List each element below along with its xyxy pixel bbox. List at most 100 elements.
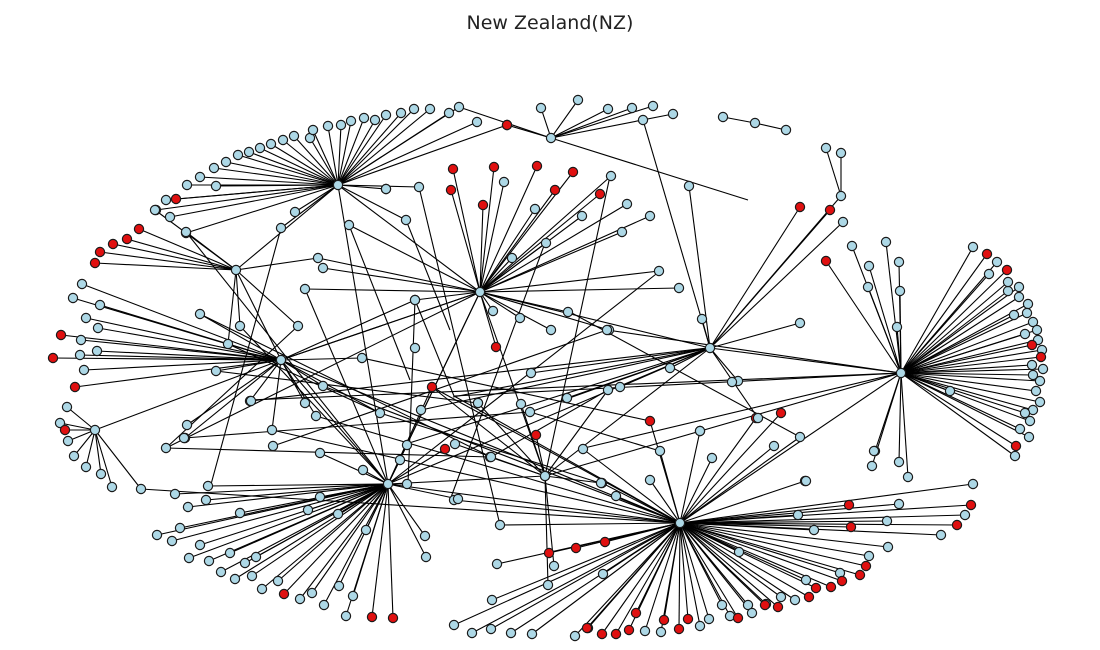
graph-node bbox=[471, 116, 483, 128]
graph-node bbox=[535, 102, 547, 114]
graph-node bbox=[1030, 385, 1042, 397]
graph-edge bbox=[387, 347, 711, 485]
graph-edge bbox=[85, 429, 96, 468]
graph-edge bbox=[452, 347, 709, 398]
graph-node bbox=[232, 149, 244, 161]
graph-edge bbox=[709, 221, 844, 349]
graph-node bbox=[959, 509, 971, 521]
graph-node bbox=[413, 181, 425, 193]
graph-node bbox=[1023, 431, 1035, 443]
graph-node bbox=[80, 461, 92, 473]
graph-edge bbox=[642, 119, 711, 349]
graph-edge bbox=[337, 112, 402, 186]
graph-edge bbox=[479, 193, 601, 293]
graph-node bbox=[545, 324, 557, 336]
graph-edge bbox=[900, 372, 1017, 447]
graph-node bbox=[881, 515, 893, 527]
graph-edge bbox=[271, 359, 282, 431]
graph-edge bbox=[615, 522, 681, 635]
graph-node bbox=[1013, 291, 1025, 303]
graph-edge bbox=[679, 522, 739, 619]
graph-edge bbox=[679, 504, 972, 524]
graph-node bbox=[891, 321, 903, 333]
graph-node bbox=[151, 529, 163, 541]
graph-edge bbox=[479, 208, 536, 293]
graph-edge bbox=[99, 251, 237, 271]
graph-node-highlighted bbox=[439, 443, 451, 455]
graph-edge bbox=[220, 483, 389, 573]
graph-node bbox=[487, 305, 499, 317]
graph-edge bbox=[450, 189, 481, 293]
graph-node bbox=[243, 146, 255, 158]
graph-edge bbox=[280, 359, 381, 414]
graph-node bbox=[160, 442, 172, 454]
graph-edge bbox=[688, 185, 711, 349]
graph-edge bbox=[679, 412, 782, 524]
graph-edge bbox=[678, 522, 681, 630]
graph-edge bbox=[679, 430, 701, 524]
graph-node bbox=[314, 491, 326, 503]
graph-node-highlighted bbox=[170, 193, 182, 205]
graph-node bbox=[310, 410, 322, 422]
graph-edge bbox=[900, 368, 1044, 374]
graph-edge bbox=[337, 184, 407, 221]
graph-node-highlighted bbox=[567, 166, 579, 178]
graph-edge bbox=[679, 522, 779, 608]
graph-edge bbox=[327, 125, 339, 186]
graph-node bbox=[696, 313, 708, 325]
graph-node bbox=[749, 117, 761, 129]
graph-edge bbox=[898, 372, 902, 463]
graph-node bbox=[1034, 396, 1046, 408]
graph-node bbox=[180, 226, 192, 238]
graph-edge bbox=[431, 386, 546, 477]
graph-node bbox=[1034, 375, 1046, 387]
graph-edge bbox=[679, 504, 850, 524]
graph-node bbox=[474, 286, 486, 298]
graph-node bbox=[181, 179, 193, 191]
graph-edge bbox=[900, 344, 1033, 374]
graph-node bbox=[453, 101, 465, 113]
graph-edge bbox=[606, 329, 902, 374]
graph-edge bbox=[510, 522, 681, 634]
graph-edge bbox=[188, 483, 389, 559]
graph-edge bbox=[352, 483, 389, 597]
graph-edge bbox=[544, 389, 609, 477]
graph-node bbox=[149, 204, 161, 216]
graph-node-highlighted bbox=[623, 624, 635, 636]
graph-edge bbox=[679, 522, 958, 526]
graph-node bbox=[332, 179, 344, 191]
graph-edge bbox=[479, 291, 521, 319]
graph-node bbox=[203, 555, 215, 567]
graph-node bbox=[647, 100, 659, 112]
graph-node-highlighted bbox=[133, 223, 145, 235]
graph-edge bbox=[171, 483, 389, 542]
graph-edge bbox=[235, 269, 241, 327]
graph-node bbox=[789, 594, 801, 606]
graph-edge bbox=[307, 483, 389, 511]
graph-node-highlighted bbox=[845, 521, 857, 533]
graph-node bbox=[178, 432, 190, 444]
graph-edge bbox=[582, 448, 681, 524]
graph-edge bbox=[185, 231, 389, 485]
graph-edge bbox=[337, 124, 342, 186]
graph-node bbox=[208, 162, 220, 174]
graph-edge bbox=[315, 415, 681, 524]
graph-edge bbox=[900, 372, 1034, 376]
graph-edge bbox=[294, 184, 339, 213]
graph-node bbox=[95, 468, 107, 480]
graph-edge bbox=[280, 184, 339, 229]
graph-edge bbox=[900, 372, 909, 478]
graph-node bbox=[526, 628, 538, 640]
graph-edge bbox=[215, 184, 339, 187]
graph-edge bbox=[96, 350, 282, 361]
graph-edge bbox=[414, 291, 481, 301]
graph-edge bbox=[601, 522, 681, 635]
graph-node bbox=[94, 299, 106, 311]
graph-edge bbox=[293, 135, 339, 186]
graph-edge bbox=[213, 167, 339, 186]
graph-node bbox=[667, 108, 679, 120]
graph-node bbox=[74, 349, 86, 361]
graph-node bbox=[335, 119, 347, 131]
graph-node bbox=[525, 367, 537, 379]
graph-node bbox=[746, 607, 758, 619]
